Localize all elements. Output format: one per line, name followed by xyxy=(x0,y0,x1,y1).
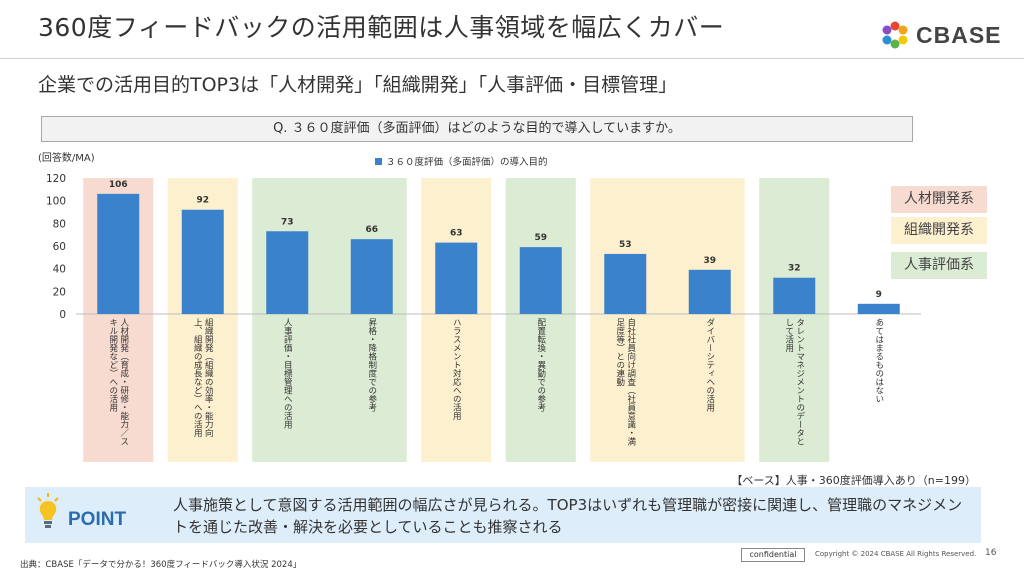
category-label: 自社社員向け調査（社員意識・満 xyxy=(626,317,636,446)
group-band xyxy=(759,178,830,462)
point-label: POINT xyxy=(68,509,127,530)
category-label: 上、組織の成長など）への活用 xyxy=(192,318,202,438)
subtitle: 企業での活用目的TOP3は「人材開発」「組織開発」「人事評価・目標管理」 xyxy=(38,74,678,96)
bar xyxy=(435,242,478,314)
bar xyxy=(688,269,731,314)
category-label: 人事評価・目標管理への活用 xyxy=(282,318,292,429)
y-tick-label: 60 xyxy=(53,241,66,253)
category-label: 昇格・降格制度での参考 xyxy=(367,318,377,412)
data-label: 63 xyxy=(450,229,463,239)
data-label: 53 xyxy=(619,240,632,250)
data-label: 66 xyxy=(365,225,378,235)
legend-label: ３６０度評価（多面評価）の導入目的 xyxy=(386,156,548,168)
bar xyxy=(350,239,393,314)
category-label: 組織開発（組織の効率・能力向 xyxy=(203,317,213,437)
category-label: ハラスメント対応への活用 xyxy=(451,318,461,421)
group-band-joiner xyxy=(321,178,338,462)
data-label: 59 xyxy=(534,233,547,243)
group-band xyxy=(505,178,576,462)
base-note: 【ベース】人事・360度評価導入あり（n=199） xyxy=(731,474,976,487)
data-label: 73 xyxy=(281,217,294,227)
category-label: 人材開発（育成・研修・能力／ス xyxy=(119,318,129,446)
legend-tag-hr-development: 人材開発系 xyxy=(891,186,987,213)
bar xyxy=(97,193,140,314)
bar xyxy=(519,247,562,314)
bar xyxy=(773,277,816,314)
title-divider xyxy=(0,58,1024,59)
y-tick-label: 120 xyxy=(46,173,66,185)
legend-tag-evaluation: 人事評価系 xyxy=(891,252,987,279)
question-box: Q. ３６０度評価（多面評価）はどのような目的で導入していますか。 xyxy=(41,116,913,142)
y-tick-label: 40 xyxy=(53,264,66,276)
bar xyxy=(181,209,224,314)
group-band-joiner xyxy=(659,178,676,462)
point-box xyxy=(25,487,981,543)
group-band xyxy=(252,178,323,462)
page-number: 16 xyxy=(985,548,997,558)
copyright-text: Copyright © 2024 CBASE All Rights Reserv… xyxy=(815,550,977,558)
group-band xyxy=(336,178,407,462)
cbase-logo-icon xyxy=(882,21,908,49)
point-text: 人事施策として意図する活用範囲の幅広さが見られる。TOP3はいずれも管理職が密接… xyxy=(173,496,963,536)
y-tick-label: 0 xyxy=(59,309,66,321)
legend-tag-org-development: 組織開発系 xyxy=(891,217,987,244)
cbase-logo: CBASE xyxy=(880,20,1002,50)
category-label: タレントマネジメントのデータと xyxy=(795,318,805,446)
y-tick-label: 20 xyxy=(53,286,66,298)
data-label: 9 xyxy=(876,290,882,300)
data-label: 106 xyxy=(109,180,128,190)
bar xyxy=(857,303,900,314)
source-note: 出典：CBASE「データで分かる！360度フィードバック導入状況 2024」 xyxy=(20,560,302,570)
cbase-logo-text: CBASE xyxy=(916,21,1002,48)
category-label: ダイバーシティへの活用 xyxy=(705,317,715,412)
group-band xyxy=(590,178,661,462)
group-band xyxy=(421,178,492,462)
slide-title: 360度フィードバックの活用範囲は人事領域を幅広くカバー xyxy=(38,13,725,42)
y-tick-label: 100 xyxy=(46,196,66,208)
data-label: 92 xyxy=(196,196,209,206)
category-label: 足度等）との連動 xyxy=(615,318,625,387)
category-label: あてはまるものはない xyxy=(874,318,884,403)
confidential-badge: confidential xyxy=(741,548,805,562)
category-label: キル開発など）への活用 xyxy=(108,318,118,412)
lightbulb-icon xyxy=(37,493,59,528)
y-tick-label: 80 xyxy=(53,218,66,230)
data-label: 32 xyxy=(788,264,801,274)
unit-label: (回答数/MA) xyxy=(38,151,95,164)
bar xyxy=(266,231,309,314)
group-band xyxy=(674,178,745,462)
legend-swatch xyxy=(375,158,382,165)
data-label: 39 xyxy=(703,256,716,266)
category-label: して活用 xyxy=(784,318,794,353)
category-label: 配置転換・異動での参考 xyxy=(536,318,546,412)
bar xyxy=(604,253,647,314)
bar-chart: (回答数/MA) ３６０度評価（多面評価）の導入目的 0 20 40 60 80 100 120… xyxy=(38,151,921,462)
